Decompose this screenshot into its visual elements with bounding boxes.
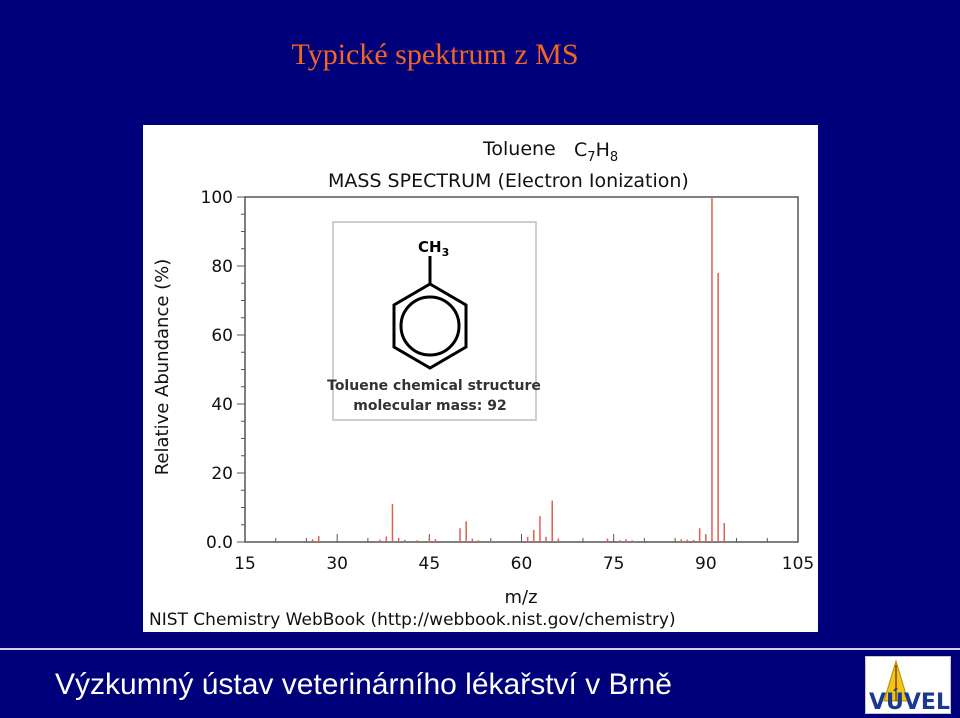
structure-inset: CH3 Toluene chemical structure molecular… [327,221,541,421]
plot-area: 0.0 20 40 60 80 100 15 30 45 60 75 90 105 [201,188,815,574]
mass-spectrum-chart: Toluene C7H8 MASS SPECTRUM (Electron Ion… [143,125,818,632]
y-tick-label: 0.0 [206,533,233,553]
methyl-group-label: CH3 [418,238,449,259]
y-tick-label: 100 [201,188,233,208]
institute-name: Výzkumný ústav veterinárního lékařství v… [55,668,672,701]
x-tick-label: 15 [234,554,256,574]
x-axis-label: m/z [504,587,537,608]
structure-caption-1: Toluene chemical structure [327,378,541,394]
benzene-ring-icon [392,282,468,370]
chart-compound-name: Toluene [482,138,556,160]
chart-subtitle: MASS SPECTRUM (Electron Ionization) [328,170,689,192]
aromatic-circle-icon [399,295,461,357]
y-tick-label: 20 [211,464,233,484]
formula-c-count: 7 [587,150,595,165]
chart-source: NIST Chemistry WebBook (http://webbook.n… [149,610,676,630]
x-tick-label: 60 [511,554,533,574]
y-tick-label: 40 [211,395,233,415]
x-tick-label: 105 [782,554,814,574]
slide-title: Typické spektrum z MS [291,38,579,71]
formula-h: H [596,139,610,161]
x-tick-label: 30 [326,554,348,574]
x-tick-label: 75 [603,554,625,574]
structure-caption-2: molecular mass: 92 [353,398,506,414]
methyl-label: CH [418,238,442,256]
formula-c: C [574,139,587,161]
footer-divider [0,648,960,650]
chart-svg: Toluene C7H8 MASS SPECTRUM (Electron Ion… [149,138,815,630]
structure-frame [332,221,537,421]
x-tick-label: 45 [419,554,441,574]
logo-text: VÚVEL [869,689,950,713]
y-tick-label: 80 [211,257,233,277]
formula-h-count: 8 [610,150,618,165]
chart-formula: C7H8 [574,139,618,165]
y-axis-label: Relative Abundance (%) [152,259,173,476]
vuvel-logo: VÚVEL [865,656,951,715]
methyl-subscript: 3 [442,246,450,259]
x-tick-label: 90 [695,554,717,574]
y-tick-label: 60 [211,326,233,346]
